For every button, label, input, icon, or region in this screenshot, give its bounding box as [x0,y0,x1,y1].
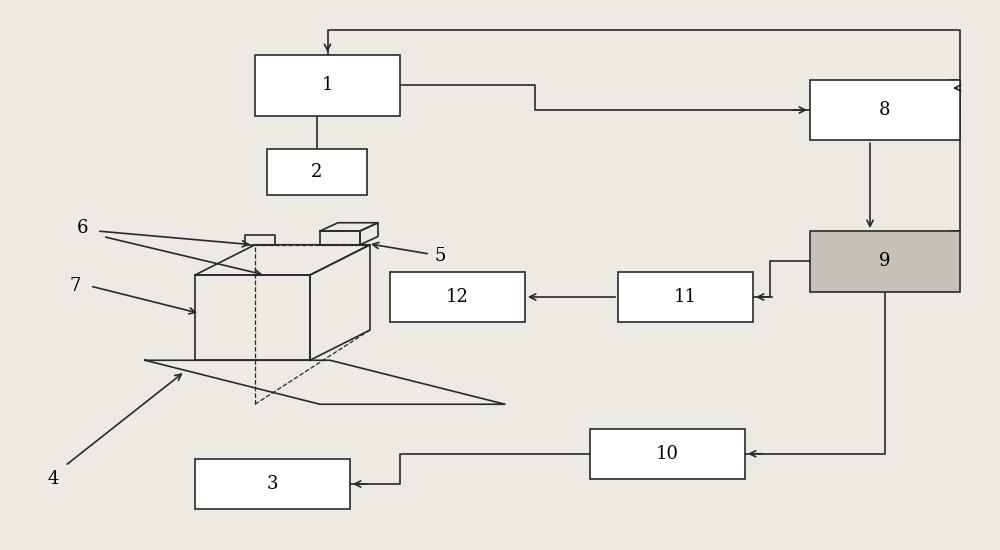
Text: 1: 1 [322,76,333,94]
Text: 11: 11 [674,288,697,306]
Text: 8: 8 [879,101,891,119]
Text: 10: 10 [656,445,679,463]
Text: 9: 9 [879,252,891,270]
FancyBboxPatch shape [390,272,525,322]
FancyBboxPatch shape [810,80,960,140]
FancyBboxPatch shape [195,459,350,509]
FancyBboxPatch shape [267,148,367,195]
FancyBboxPatch shape [590,429,745,478]
FancyBboxPatch shape [810,231,960,292]
Text: 2: 2 [311,163,323,181]
FancyBboxPatch shape [618,272,753,322]
FancyBboxPatch shape [255,55,400,116]
Text: 5: 5 [434,247,446,265]
Text: 12: 12 [446,288,469,306]
Text: 3: 3 [267,475,278,493]
Text: 4: 4 [47,470,59,487]
Text: 7: 7 [69,277,81,295]
Text: 6: 6 [77,219,89,237]
